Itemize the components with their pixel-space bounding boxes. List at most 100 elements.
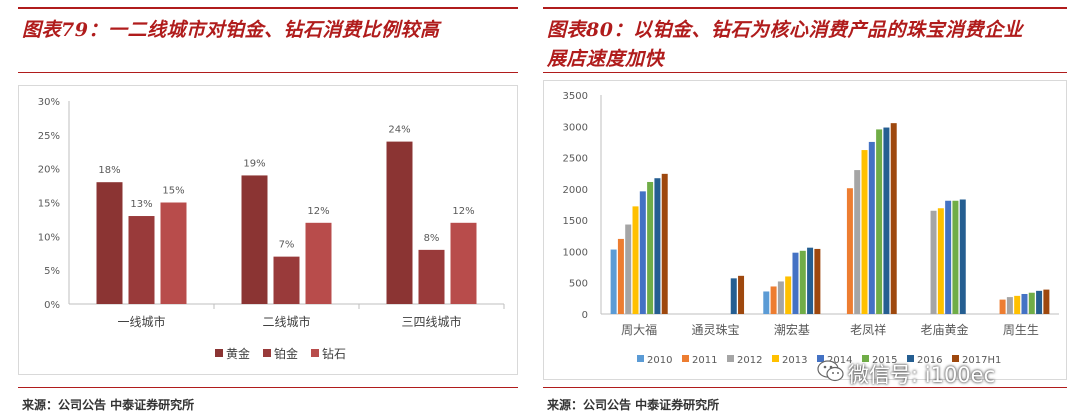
bar-钻石: [160, 202, 187, 304]
x-tick-label: 老庙黄金: [920, 322, 968, 337]
y-tick-label: 15%: [38, 199, 60, 210]
source-note: 来源：公司公告 中泰证券研究所: [22, 398, 195, 412]
left-panel: 图表79：一二线城市对铂金、钻石消费比例较高 0% 5% 10% 15% 20% 25% 3…: [0, 0, 530, 418]
y-tick-label: 2500: [563, 154, 588, 165]
legend-label: 钻石: [322, 346, 346, 361]
y-tick-label: 5%: [44, 266, 60, 277]
bar-2015: [799, 250, 806, 314]
legend-swatch-黄金: [215, 349, 223, 357]
bar-2015: [1028, 292, 1035, 314]
bar-2016: [883, 127, 890, 314]
x-tick-label: 三四线城市: [401, 314, 461, 329]
bar-2014: [868, 141, 875, 314]
bar-2011: [999, 299, 1006, 314]
y-tick-label: 3500: [563, 91, 588, 102]
y-tick-label: 2000: [563, 185, 588, 196]
legend-label: 铂金: [274, 346, 298, 361]
chart-frame: 0 500 1000 1500 2000 2500 3000 3500 周大福 通灵珠宝 潮宏基 老凤…: [543, 80, 1067, 380]
watermark-text: 微信号: i100ec: [848, 363, 996, 387]
chart-title: 图表79：一二线城市对铂金、钻石消费比例较高: [22, 19, 440, 41]
bar-2017H1: [890, 123, 897, 315]
y-tick-label: 500: [569, 279, 588, 290]
y-tick-label: 1500: [563, 216, 588, 227]
bar-铂金: [273, 256, 300, 304]
legend-label: 2015: [872, 355, 897, 366]
bar-2016: [730, 278, 737, 314]
x-tick-label: 一线城市: [117, 314, 165, 329]
bar-2014: [639, 191, 646, 314]
bar-2017H1: [738, 275, 745, 314]
data-label: 13%: [130, 199, 152, 210]
data-label: 24%: [388, 125, 410, 136]
legend-swatch-2017H1: [952, 355, 959, 362]
chart-title-line2: 展店速度加快: [547, 48, 665, 70]
bar-2012: [625, 224, 632, 314]
city-consumption-chart: 0% 5% 10% 15% 20% 25% 30% 18% 13% 15% 一线城市 19% 7% 12%…: [38, 97, 505, 361]
bar-2016: [959, 199, 966, 314]
legend-swatch-2010: [637, 355, 644, 362]
bar-黄金: [386, 141, 413, 304]
bar-2017H1: [814, 248, 821, 314]
bar-2011: [617, 238, 624, 314]
x-tick-label: 老凤祥: [850, 323, 886, 337]
x-tick-label: 潮宏基: [774, 322, 810, 337]
legend-label: 2014: [827, 355, 852, 366]
bar-2012: [930, 210, 937, 314]
bar-2016: [807, 247, 814, 314]
bar-2013: [1014, 295, 1021, 314]
bottom-rule: [543, 387, 1067, 388]
bar-2013: [861, 150, 868, 314]
y-tick-label: 10%: [38, 232, 60, 243]
legend-swatch-2014: [817, 355, 824, 362]
bar-铂金: [418, 249, 445, 304]
data-label: 8%: [424, 233, 440, 244]
data-label: 12%: [307, 206, 329, 217]
top-rule: [18, 7, 518, 9]
x-tick-label: 通灵珠宝: [691, 323, 739, 337]
bar-2013: [632, 206, 639, 314]
wechat-icon: [817, 360, 844, 382]
y-tick-label: 1000: [563, 247, 588, 258]
legend-label: 黄金: [226, 346, 250, 361]
y-tick-label: 3000: [563, 122, 588, 133]
bar-2017H1: [661, 173, 668, 314]
bar-2013: [785, 276, 792, 314]
bar-2012: [1006, 297, 1013, 314]
x-tick-label: 周生生: [1003, 323, 1039, 337]
bar-2010: [610, 249, 617, 314]
chart-frame: 0% 5% 10% 15% 20% 25% 30% 18% 13% 15% 一线城市 19% 7% 12%…: [18, 85, 518, 375]
data-label: 18%: [98, 165, 120, 176]
source-note: 来源：公司公告 中泰证券研究所: [547, 398, 720, 412]
bar-2011: [770, 286, 777, 314]
y-tick-label: 20%: [38, 165, 60, 176]
bar-2016: [1036, 290, 1043, 314]
data-label: 7%: [279, 240, 295, 251]
x-tick-label: 周大福: [621, 322, 657, 337]
legend-label: 2011: [692, 355, 717, 366]
y-tick-label: 0%: [44, 300, 60, 311]
data-label: 19%: [243, 158, 265, 169]
bar-2015: [952, 200, 959, 314]
legend-swatch-铂金: [263, 349, 271, 357]
y-tick-label: 0: [582, 310, 588, 321]
bar-2014: [1021, 293, 1028, 314]
legend-label: 2017H1: [962, 355, 1001, 366]
bar-2012: [777, 281, 784, 314]
bar-2015: [647, 181, 654, 314]
chart-title-line1: 图表80：以铂金、钻石为核心消费产品的珠宝消费企业: [547, 19, 1023, 41]
legend-label: 2012: [737, 355, 762, 366]
x-tick-label: 二线城市: [262, 314, 310, 329]
bar-钻石: [305, 222, 332, 304]
legend-label: 2013: [782, 355, 807, 366]
bar-2012: [854, 170, 861, 314]
store-count-chart: 0 500 1000 1500 2000 2500 3000 3500 周大福 通灵珠宝 潮宏基 老凤…: [563, 91, 1059, 366]
right-panel: 图表80：以铂金、钻石为核心消费产品的珠宝消费企业 展店速度加快 0 500 100…: [537, 0, 1079, 418]
bar-2016: [654, 178, 661, 314]
y-tick-label: 30%: [38, 97, 60, 108]
top-rule: [543, 7, 1067, 9]
legend-swatch-钻石: [311, 349, 319, 357]
title-rule: [18, 72, 518, 73]
title-rule: [543, 72, 1067, 73]
bar-2013: [937, 208, 944, 314]
bottom-rule: [18, 387, 518, 388]
